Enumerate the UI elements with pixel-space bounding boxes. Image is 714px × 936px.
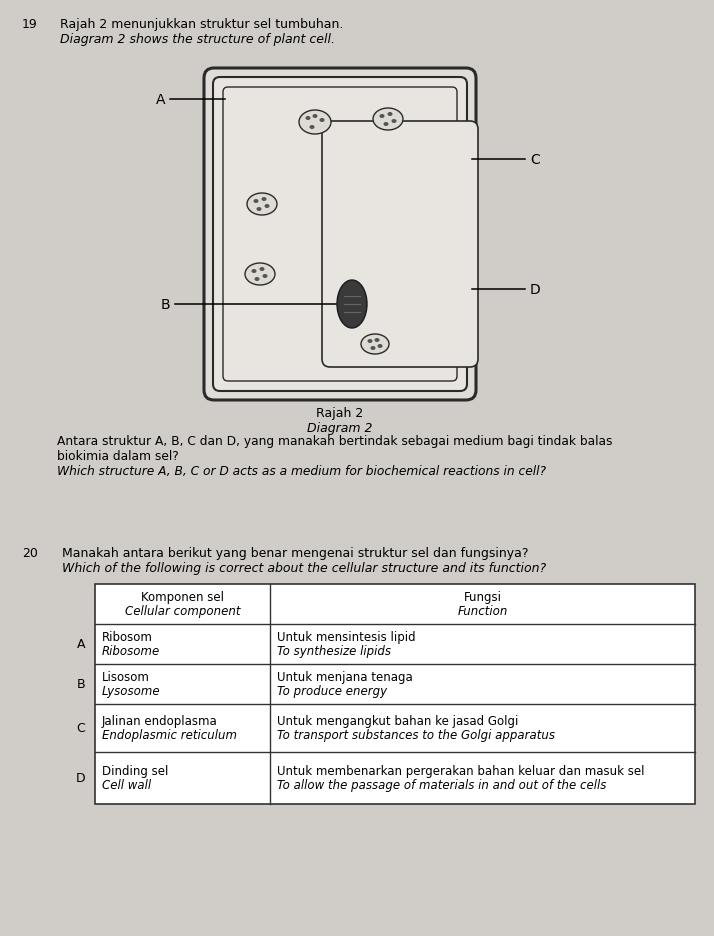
Text: 19: 19: [22, 18, 38, 31]
Ellipse shape: [309, 125, 314, 130]
Ellipse shape: [261, 197, 266, 202]
Ellipse shape: [256, 208, 261, 212]
Text: Ribosom: Ribosom: [102, 631, 153, 644]
Ellipse shape: [263, 274, 268, 279]
Text: Jalinan endoplasma: Jalinan endoplasma: [102, 715, 218, 727]
Text: Lysosome: Lysosome: [102, 685, 161, 697]
Text: C: C: [530, 153, 540, 167]
Ellipse shape: [375, 339, 380, 343]
Ellipse shape: [388, 113, 393, 117]
Text: Komponen sel: Komponen sel: [141, 591, 224, 604]
Text: Diagram 2: Diagram 2: [307, 421, 373, 434]
Text: To synthesize lipids: To synthesize lipids: [277, 645, 391, 658]
Text: biokimia dalam sel?: biokimia dalam sel?: [57, 449, 178, 462]
Text: D: D: [530, 283, 540, 297]
Text: Manakah antara berikut yang benar mengenai struktur sel dan fungsinya?: Manakah antara berikut yang benar mengen…: [62, 547, 528, 560]
Ellipse shape: [383, 123, 388, 127]
Ellipse shape: [245, 264, 275, 285]
Ellipse shape: [319, 119, 324, 123]
Text: B: B: [76, 678, 85, 691]
Ellipse shape: [337, 281, 367, 329]
Ellipse shape: [380, 115, 385, 119]
Text: B: B: [161, 298, 170, 312]
Text: A: A: [76, 637, 85, 651]
Text: To produce energy: To produce energy: [277, 685, 387, 697]
Text: Cellular component: Cellular component: [125, 605, 240, 618]
Text: Cell wall: Cell wall: [102, 779, 151, 792]
Text: Rajah 2 menunjukkan struktur sel tumbuhan.: Rajah 2 menunjukkan struktur sel tumbuha…: [60, 18, 343, 31]
Ellipse shape: [371, 346, 376, 351]
Text: Untuk mengangkut bahan ke jasad Golgi: Untuk mengangkut bahan ke jasad Golgi: [277, 715, 518, 727]
Bar: [95, 584, 695, 804]
Text: Lisosom: Lisosom: [102, 671, 150, 684]
Ellipse shape: [373, 109, 403, 131]
FancyBboxPatch shape: [204, 69, 476, 401]
Text: Untuk membenarkan pergerakan bahan keluar dan masuk sel: Untuk membenarkan pergerakan bahan kelua…: [277, 765, 645, 778]
Ellipse shape: [247, 194, 277, 216]
Text: Which of the following is correct about the cellular structure and its function?: Which of the following is correct about …: [62, 562, 546, 575]
FancyBboxPatch shape: [213, 78, 467, 391]
Ellipse shape: [391, 120, 396, 124]
Ellipse shape: [313, 115, 318, 119]
FancyBboxPatch shape: [223, 88, 457, 382]
Ellipse shape: [361, 335, 389, 355]
Text: Diagram 2 shows the structure of plant cell.: Diagram 2 shows the structure of plant c…: [60, 33, 335, 46]
Text: Endoplasmic reticulum: Endoplasmic reticulum: [102, 729, 237, 741]
Text: 20: 20: [22, 547, 38, 560]
Text: Dinding sel: Dinding sel: [102, 765, 169, 778]
Ellipse shape: [254, 278, 259, 282]
Text: Rajah 2: Rajah 2: [316, 406, 363, 419]
Ellipse shape: [299, 110, 331, 135]
Ellipse shape: [253, 199, 258, 204]
Ellipse shape: [306, 117, 311, 121]
Text: Ribosome: Ribosome: [102, 645, 160, 658]
Bar: [95, 584, 695, 804]
Text: To allow the passage of materials in and out of the cells: To allow the passage of materials in and…: [277, 779, 606, 792]
Ellipse shape: [264, 205, 269, 209]
Ellipse shape: [251, 270, 256, 273]
Text: Which structure A, B, C or D acts as a medium for biochemical reactions in cell?: Which structure A, B, C or D acts as a m…: [57, 464, 546, 477]
Text: C: C: [76, 722, 85, 735]
Text: A: A: [156, 93, 165, 107]
Ellipse shape: [368, 340, 373, 344]
Ellipse shape: [259, 268, 264, 271]
Text: D: D: [76, 771, 85, 784]
Text: Function: Function: [457, 605, 508, 618]
Text: Antara struktur A, B, C dan D, yang manakah bertindak sebagai medium bagi tindak: Antara struktur A, B, C dan D, yang mana…: [57, 434, 613, 447]
Text: To transport substances to the Golgi apparatus: To transport substances to the Golgi app…: [277, 729, 555, 741]
Text: Untuk menjana tenaga: Untuk menjana tenaga: [277, 671, 413, 684]
Text: Fungsi: Fungsi: [463, 591, 501, 604]
FancyBboxPatch shape: [322, 122, 478, 368]
Ellipse shape: [378, 344, 383, 348]
Text: Untuk mensintesis lipid: Untuk mensintesis lipid: [277, 631, 416, 644]
